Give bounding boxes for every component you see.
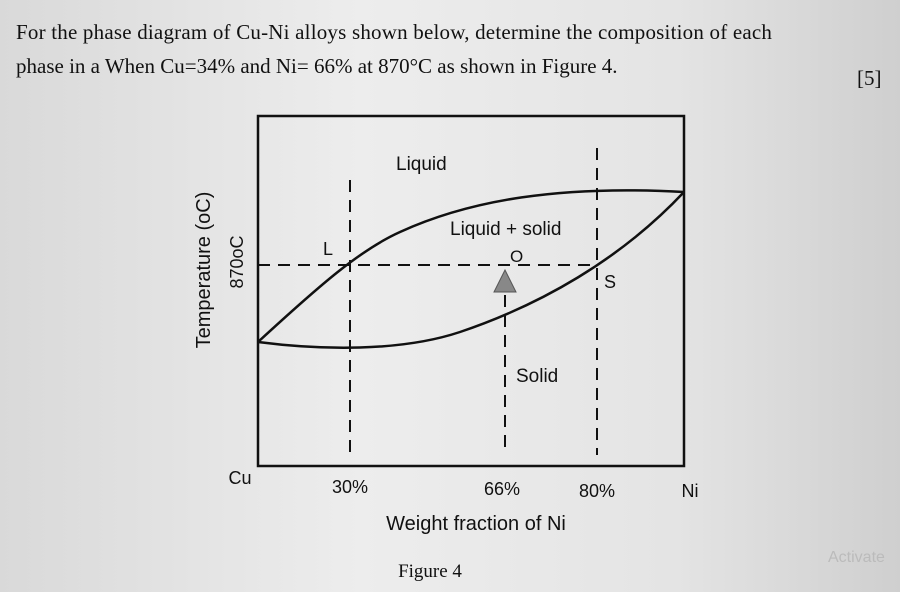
question-line: phase in a When Cu=34% and Ni= 66% at 87… bbox=[16, 54, 618, 78]
point-label: O bbox=[510, 247, 523, 266]
point-label: S bbox=[604, 272, 616, 292]
question-line: For the phase diagram of Cu-Ni alloys sh… bbox=[16, 20, 773, 44]
y-axis-label: Temperature (oC) bbox=[193, 192, 215, 349]
solidus bbox=[257, 191, 685, 349]
region-label: Solid bbox=[516, 366, 558, 387]
frame bbox=[256, 114, 686, 468]
x-label: Ni bbox=[682, 481, 699, 501]
guides bbox=[258, 148, 598, 455]
point-label: L bbox=[323, 239, 333, 259]
x-label: Cu bbox=[228, 468, 251, 488]
marks: [5] bbox=[857, 66, 882, 90]
x-label: 66% bbox=[484, 479, 520, 499]
temperature-label: 870oC bbox=[227, 235, 247, 288]
x-axis-label: Weight fraction of Ni bbox=[386, 513, 566, 535]
arrow bbox=[493, 268, 517, 293]
region-label: Liquid bbox=[396, 154, 447, 175]
caption: Figure 4 bbox=[398, 561, 462, 582]
watermark: Activate bbox=[828, 549, 885, 566]
liquidus bbox=[257, 189, 685, 343]
x-label: 30% bbox=[332, 477, 368, 497]
x-label: 80% bbox=[579, 481, 615, 501]
region-label: Liquid + solid bbox=[450, 219, 561, 240]
